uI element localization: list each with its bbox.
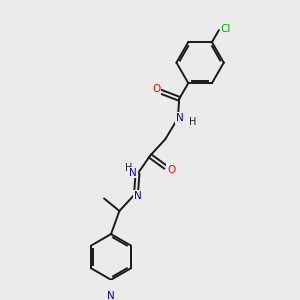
- Text: O: O: [152, 84, 160, 94]
- Text: O: O: [167, 165, 175, 175]
- Text: N: N: [176, 113, 184, 123]
- Text: Cl: Cl: [221, 24, 231, 34]
- Text: N: N: [134, 191, 141, 201]
- Text: H: H: [189, 117, 196, 127]
- Text: N: N: [129, 168, 137, 178]
- Text: H: H: [125, 164, 132, 173]
- Text: N: N: [107, 291, 115, 300]
